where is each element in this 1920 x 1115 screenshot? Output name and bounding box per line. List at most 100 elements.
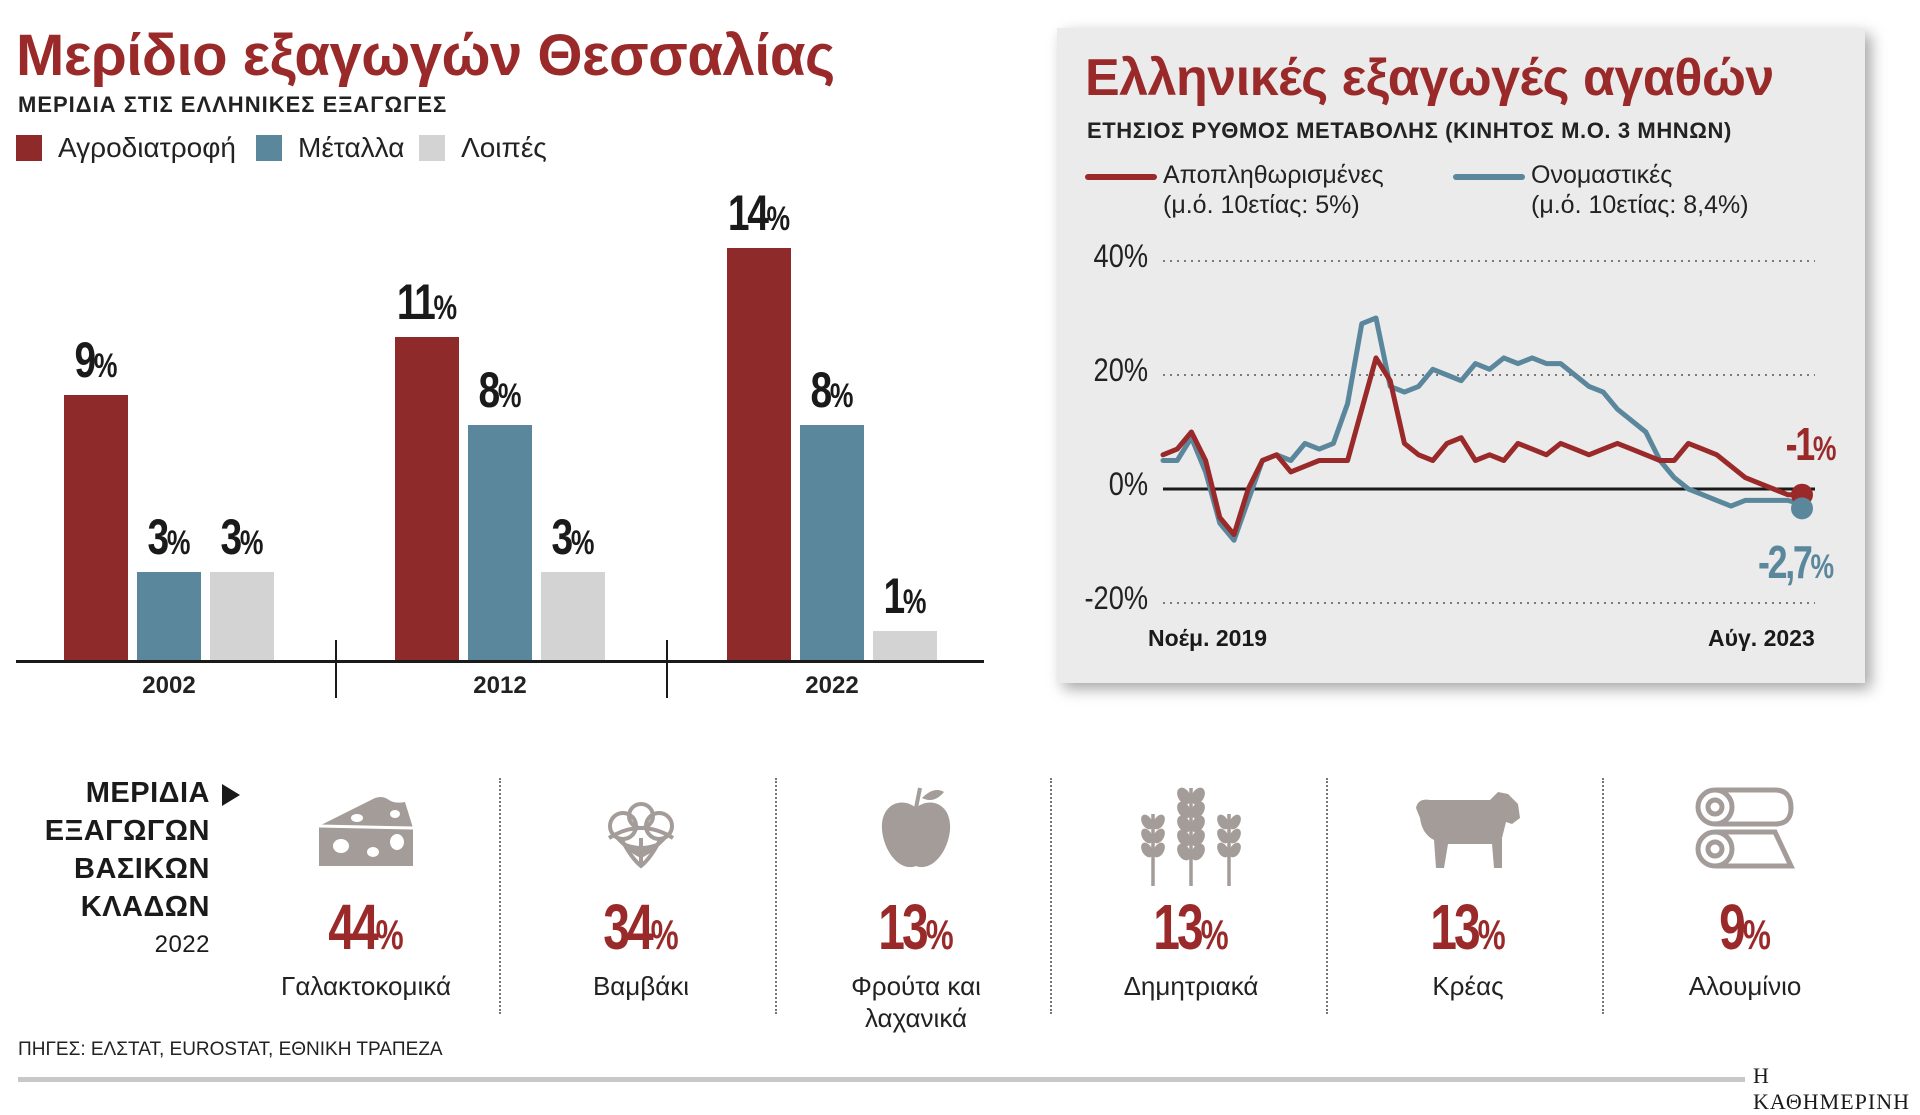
line-chart bbox=[1160, 260, 1815, 604]
bar-value-pct: % bbox=[497, 376, 522, 415]
bar bbox=[137, 571, 201, 660]
legend-item-nominal: Ονομαστικές (μ.ό. 10ετίας: 8,4%) bbox=[1531, 160, 1749, 220]
sector-name: Γαλακτοκομικά bbox=[281, 971, 451, 1001]
bar-value-number: 9 bbox=[74, 332, 97, 389]
end-label-nominal-pct: % bbox=[1810, 548, 1835, 586]
sector-percent-text: 13% bbox=[1101, 890, 1281, 964]
sector-name: Φρούτα και λαχανικά bbox=[851, 971, 981, 1033]
left-chart-subtitle: ΜΕΡΙΔΙΑ ΣΤΙΣ ΕΛΛΗΝΙΚΕΣ ΕΞΑΓΩΓΕΣ bbox=[18, 92, 448, 117]
sector-separator bbox=[1602, 778, 1604, 1014]
sector-name: Αλουμίνιο bbox=[1688, 971, 1802, 1001]
legend-swatch-metals bbox=[256, 135, 282, 161]
sectors-row: 44% Γαλακτοκομικά 34% Βαμβάκι 13% Φρούτα και … bbox=[246, 778, 1865, 1033]
bar bbox=[468, 424, 532, 660]
wheat-icon bbox=[1131, 778, 1251, 893]
bar-value-text: 3% bbox=[532, 508, 613, 566]
bar bbox=[64, 395, 128, 660]
bar-value-pct: % bbox=[239, 523, 264, 562]
y-tick-minus20: -20% bbox=[1084, 580, 1148, 616]
legend-item-metals: Μέταλλα bbox=[256, 132, 404, 164]
legend-item-real: Αποπληθωρισμένες (μ.ό. 10ετίας: 5%) bbox=[1163, 160, 1384, 220]
bar-value-label: 3% bbox=[521, 508, 625, 566]
end-label-nominal-value: -2,7 bbox=[1757, 536, 1813, 588]
legend-label-nominal: Ονομαστικές bbox=[1531, 161, 1673, 189]
bar-value-number: 3 bbox=[220, 508, 243, 565]
sector-percent-sign: % bbox=[1742, 911, 1771, 958]
sector-percent: 9% bbox=[1625, 884, 1865, 964]
sector-percent-text: 9% bbox=[1655, 890, 1835, 964]
bar-value-text: 9% bbox=[55, 331, 136, 389]
sector-percent-number: 13 bbox=[1430, 891, 1480, 963]
bar-value-text: 3% bbox=[128, 508, 209, 566]
bar-category-label: 2022 bbox=[805, 672, 859, 699]
bar bbox=[210, 571, 274, 660]
end-label-real-value: -1 bbox=[1785, 418, 1816, 470]
bar-value-number: 3 bbox=[147, 508, 170, 565]
x-axis-end-label: Αύγ. 2023 bbox=[1708, 625, 1815, 651]
sector-percent-number: 9 bbox=[1719, 891, 1746, 963]
sector-percent: 44% bbox=[246, 884, 486, 964]
end-label-real-pct: % bbox=[1812, 430, 1837, 468]
sector-percent: 13% bbox=[796, 884, 1036, 964]
bar-value-label: 14% bbox=[707, 184, 811, 242]
bar-value-text: 11% bbox=[386, 273, 467, 331]
legend-item-agrifood: Αγροδιατροφή bbox=[16, 132, 236, 164]
legend-line-real bbox=[1085, 174, 1157, 180]
bar-value-label: 3% bbox=[117, 508, 221, 566]
sector-percent: 13% bbox=[1348, 884, 1588, 964]
bar-group-separator bbox=[666, 640, 668, 698]
series-line-real bbox=[1160, 355, 1805, 538]
x-axis-start-label: Νοέμ. 2019 bbox=[1148, 625, 1268, 651]
sectors-title-line-3: ΒΑΣΙΚΩΝ bbox=[74, 853, 210, 885]
bar-category-label: 2002 bbox=[142, 672, 196, 699]
cow-icon bbox=[1408, 778, 1528, 883]
bar-value-pct: % bbox=[766, 200, 791, 239]
sector-separator bbox=[1326, 778, 1328, 1014]
sectors-year: 2022 bbox=[154, 931, 210, 958]
bar-value-number: 14 bbox=[727, 185, 769, 242]
right-legend: Αποπληθωρισμένες (μ.ό. 10ετίας: 5%) Ονομ… bbox=[1085, 160, 1845, 220]
sectors-title-line-1: ΜΕΡΙΔΙΑ bbox=[85, 777, 210, 809]
bar-value-label: 8% bbox=[780, 361, 884, 419]
sectors-title-line-2: ΕΞΑΓΩΓΩΝ bbox=[44, 815, 210, 847]
legend-label-real: Αποπληθωρισμένες bbox=[1163, 161, 1384, 189]
legend-sub-real: (μ.ό. 10ετίας: 5%) bbox=[1163, 191, 1360, 219]
brand-logo: Η ΚΑΘΗΜΕΡΙΝΗ bbox=[1745, 1063, 1920, 1115]
sources-note: ΠΗΓΕΣ: ΕΛΣΤΑΤ, EUROSTAT, ΕΘΝΙΚΗ ΤΡΑΠΕΖΑ bbox=[18, 1039, 443, 1060]
legend-label-agrifood: Αγροδιατροφή bbox=[58, 132, 236, 163]
sector-separator bbox=[775, 778, 777, 1014]
right-chart-subtitle: ΕΤΗΣΙΟΣ ΡΥΘΜΟΣ ΜΕΤΑΒΟΛΗΣ (ΚΙΝΗΤΟΣ Μ.Ο. 3… bbox=[1087, 118, 1732, 143]
footer-rule bbox=[18, 1077, 1898, 1082]
sector-percent-text: 34% bbox=[551, 890, 731, 964]
bar-value-pct: % bbox=[93, 347, 118, 386]
sector-percent-number: 13 bbox=[878, 891, 928, 963]
legend-swatch-agrifood bbox=[16, 135, 42, 161]
bar-chart: 9% 3% 3% 2002 11% 8% 3% 2012 14% 8% 1% 2022 bbox=[0, 0, 984, 699]
legend-label-other: Λοιπές bbox=[461, 132, 547, 163]
bar-group-separator bbox=[335, 640, 337, 698]
bar-value-text: 8% bbox=[791, 361, 872, 419]
sector-separator bbox=[499, 778, 501, 1014]
bar bbox=[873, 630, 937, 660]
legend-label-metals: Μέταλλα bbox=[298, 132, 405, 163]
apple-icon bbox=[866, 778, 966, 883]
bar-value-label: 1% bbox=[853, 567, 957, 625]
bar-value-number: 1 bbox=[883, 567, 906, 624]
right-chart-title: Ελληνικές εξαγωγές αγαθών bbox=[1085, 49, 1774, 107]
y-tick-0: 0% bbox=[1108, 466, 1148, 502]
y-tick-20: 20% bbox=[1093, 352, 1148, 388]
bar-value-text: 14% bbox=[718, 184, 799, 242]
bar-value-number: 8 bbox=[810, 361, 833, 418]
bar-value-pct: % bbox=[902, 582, 927, 621]
sector-percent-number: 34 bbox=[603, 891, 653, 963]
bar-value-label: 9% bbox=[44, 331, 148, 389]
end-label-nominal: -2,7% bbox=[1736, 535, 1856, 589]
sector-percent-text: 13% bbox=[826, 890, 1006, 964]
sector-separator bbox=[1050, 778, 1052, 1014]
bar bbox=[727, 248, 791, 660]
bar-value-text: 8% bbox=[459, 361, 540, 419]
sector-percent-text: 44% bbox=[276, 890, 456, 964]
sector-percent-sign: % bbox=[375, 911, 404, 958]
sector-percent: 34% bbox=[521, 884, 761, 964]
sector-percent-sign: % bbox=[925, 911, 954, 958]
